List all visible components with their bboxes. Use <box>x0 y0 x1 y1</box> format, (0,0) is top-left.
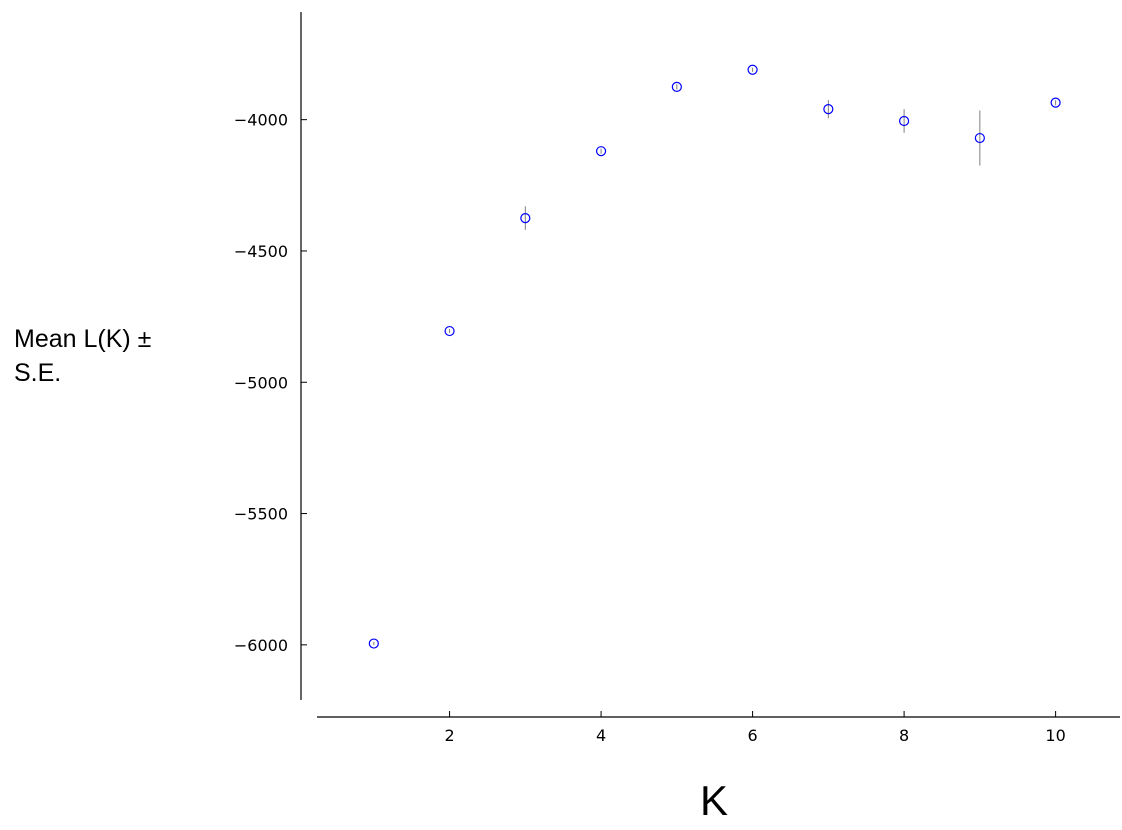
y-tick-label: −4500 <box>234 242 288 261</box>
data-points <box>368 64 1061 649</box>
data-point <box>444 325 455 337</box>
data-point <box>520 213 531 224</box>
x-tick-label: 6 <box>747 726 757 745</box>
x-tick-label: 10 <box>1045 726 1065 745</box>
y-tick-label: −5000 <box>234 373 288 392</box>
data-point <box>1050 97 1061 108</box>
data-point <box>595 146 607 157</box>
y-ticks: −6000 −5500 −5000 −4500 −4000 <box>234 111 307 655</box>
error-bars <box>373 67 1057 646</box>
data-point <box>823 104 834 115</box>
x-axis-label: K <box>700 777 729 824</box>
x-tick-label: 2 <box>444 726 454 745</box>
y-tick-label: −6000 <box>234 636 288 655</box>
y-axis-label-line1: Mean L(K) ± <box>14 325 152 353</box>
y-axis-label-line2: S.E. <box>14 359 62 387</box>
y-tick-label: −4000 <box>234 111 288 130</box>
x-tick-label: 8 <box>899 726 909 745</box>
y-tick-label: −5500 <box>234 505 288 524</box>
y-axis-label: Mean L(K) ± S.E. <box>14 322 214 390</box>
data-point <box>368 638 379 649</box>
data-point <box>898 115 910 127</box>
data-point <box>747 64 758 75</box>
data-point <box>974 132 985 144</box>
x-tick-label: 4 <box>596 726 606 745</box>
x-ticks: 2 4 6 8 10 <box>444 711 1066 745</box>
data-point <box>671 81 682 92</box>
